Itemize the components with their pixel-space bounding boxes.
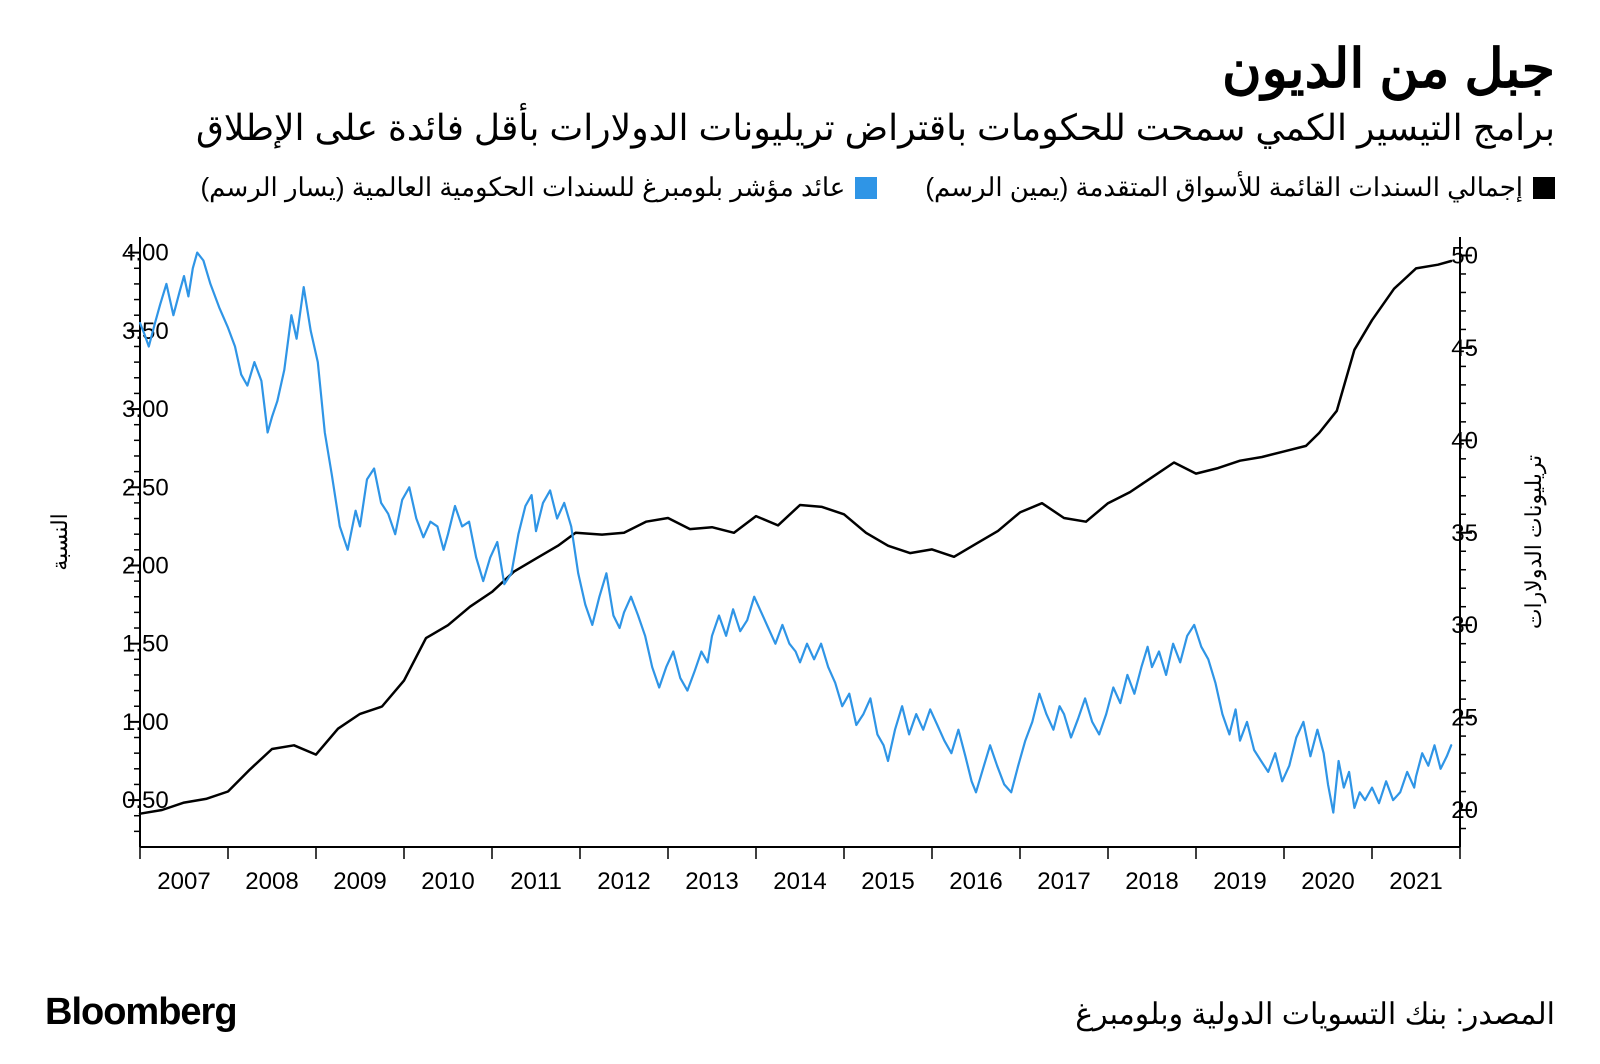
svg-text:2016: 2016	[949, 868, 1002, 895]
chart-svg: 0.501.001.502.002.503.003.504.0020253035…	[45, 217, 1555, 927]
legend-item-black: إجمالي السندات القائمة للأسواق المتقدمة …	[925, 172, 1555, 203]
svg-text:50: 50	[1451, 243, 1478, 270]
chart-subtitle: برامج التيسير الكمي سمحت للحكومات باقترا…	[45, 105, 1555, 150]
svg-text:2019: 2019	[1213, 868, 1266, 895]
legend: إجمالي السندات القائمة للأسواق المتقدمة …	[45, 172, 1555, 203]
svg-text:2017: 2017	[1037, 868, 1090, 895]
legend-label-black: إجمالي السندات القائمة للأسواق المتقدمة …	[925, 172, 1523, 203]
svg-text:3.50: 3.50	[122, 318, 169, 345]
svg-text:25: 25	[1451, 705, 1478, 732]
svg-text:3.00: 3.00	[122, 396, 169, 423]
svg-text:2021: 2021	[1389, 868, 1442, 895]
svg-text:2007: 2007	[157, 868, 210, 895]
svg-text:40: 40	[1451, 428, 1478, 455]
svg-text:2013: 2013	[685, 868, 738, 895]
svg-text:2.50: 2.50	[122, 475, 169, 502]
svg-text:2010: 2010	[421, 868, 474, 895]
brand-logo: Bloomberg	[45, 991, 237, 1034]
legend-swatch-blue	[855, 177, 877, 199]
svg-text:2012: 2012	[597, 868, 650, 895]
svg-text:30: 30	[1451, 613, 1478, 640]
svg-text:2008: 2008	[245, 868, 298, 895]
svg-text:1.50: 1.50	[122, 631, 169, 658]
chart-plot: 0.501.001.502.002.503.003.504.0020253035…	[45, 217, 1555, 927]
svg-text:تريليونات الدولارات: تريليونات الدولارات	[1521, 455, 1547, 629]
svg-text:2009: 2009	[333, 868, 386, 895]
svg-text:45: 45	[1451, 335, 1478, 362]
svg-text:النسبة: النسبة	[47, 514, 72, 572]
svg-text:2020: 2020	[1301, 868, 1354, 895]
legend-label-blue: عائد مؤشر بلومبرغ للسندات الحكومية العال…	[201, 172, 846, 203]
svg-text:2.00: 2.00	[122, 553, 169, 580]
svg-text:35: 35	[1451, 520, 1478, 547]
svg-text:2015: 2015	[861, 868, 914, 895]
svg-text:2011: 2011	[510, 868, 562, 895]
svg-text:2014: 2014	[773, 868, 826, 895]
legend-swatch-black	[1533, 177, 1555, 199]
source-text: المصدر: بنك التسويات الدولية وبلومبرغ	[1075, 997, 1555, 1032]
legend-item-blue: عائد مؤشر بلومبرغ للسندات الحكومية العال…	[201, 172, 878, 203]
chart-container: جبل من الديون برامج التيسير الكمي سمحت ل…	[0, 0, 1600, 1064]
svg-text:20: 20	[1451, 797, 1478, 824]
svg-text:4.00: 4.00	[122, 240, 169, 267]
svg-text:1.00: 1.00	[122, 709, 169, 736]
chart-title: جبل من الديون	[45, 40, 1555, 99]
svg-text:2018: 2018	[1125, 868, 1178, 895]
